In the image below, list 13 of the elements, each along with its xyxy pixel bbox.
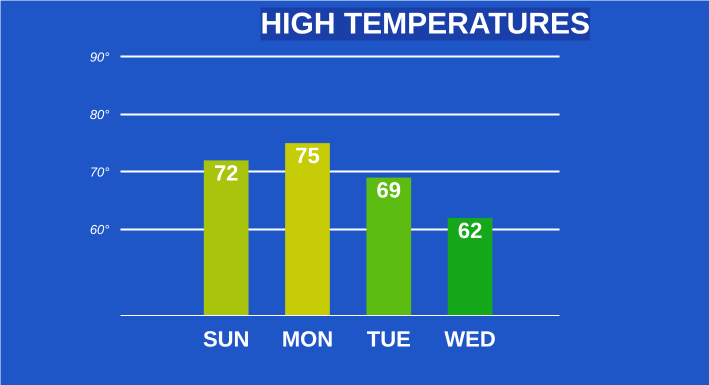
- x-tick-label: TUE: [366, 326, 411, 352]
- data-label: 75: [295, 143, 320, 168]
- y-tick-label: 80°: [90, 106, 110, 122]
- chart-title: HIGH TEMPERATURES: [260, 8, 590, 40]
- x-tick-label: MON: [282, 326, 334, 352]
- data-label: 72: [214, 160, 238, 186]
- y-tick-label: 60°: [90, 222, 110, 237]
- x-tick-label: SUN: [202, 326, 250, 352]
- data-label: 62: [458, 218, 482, 243]
- data-label: 69: [376, 178, 402, 203]
- x-tick-label: WED: [444, 326, 496, 352]
- y-tick-label: 70°: [90, 164, 110, 180]
- y-tick-label: 90°: [90, 49, 110, 64]
